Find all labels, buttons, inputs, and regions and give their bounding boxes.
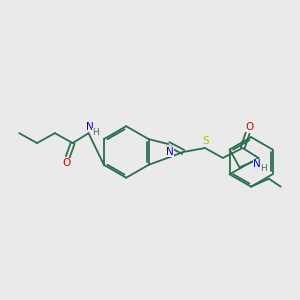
Text: H: H	[260, 164, 267, 173]
Text: N: N	[253, 159, 260, 169]
Text: O: O	[245, 122, 254, 132]
Text: S: S	[167, 145, 174, 155]
Text: S: S	[203, 136, 209, 146]
Text: H: H	[92, 128, 99, 137]
Text: O: O	[63, 158, 71, 168]
Text: N: N	[86, 122, 93, 132]
Text: N: N	[167, 147, 174, 157]
